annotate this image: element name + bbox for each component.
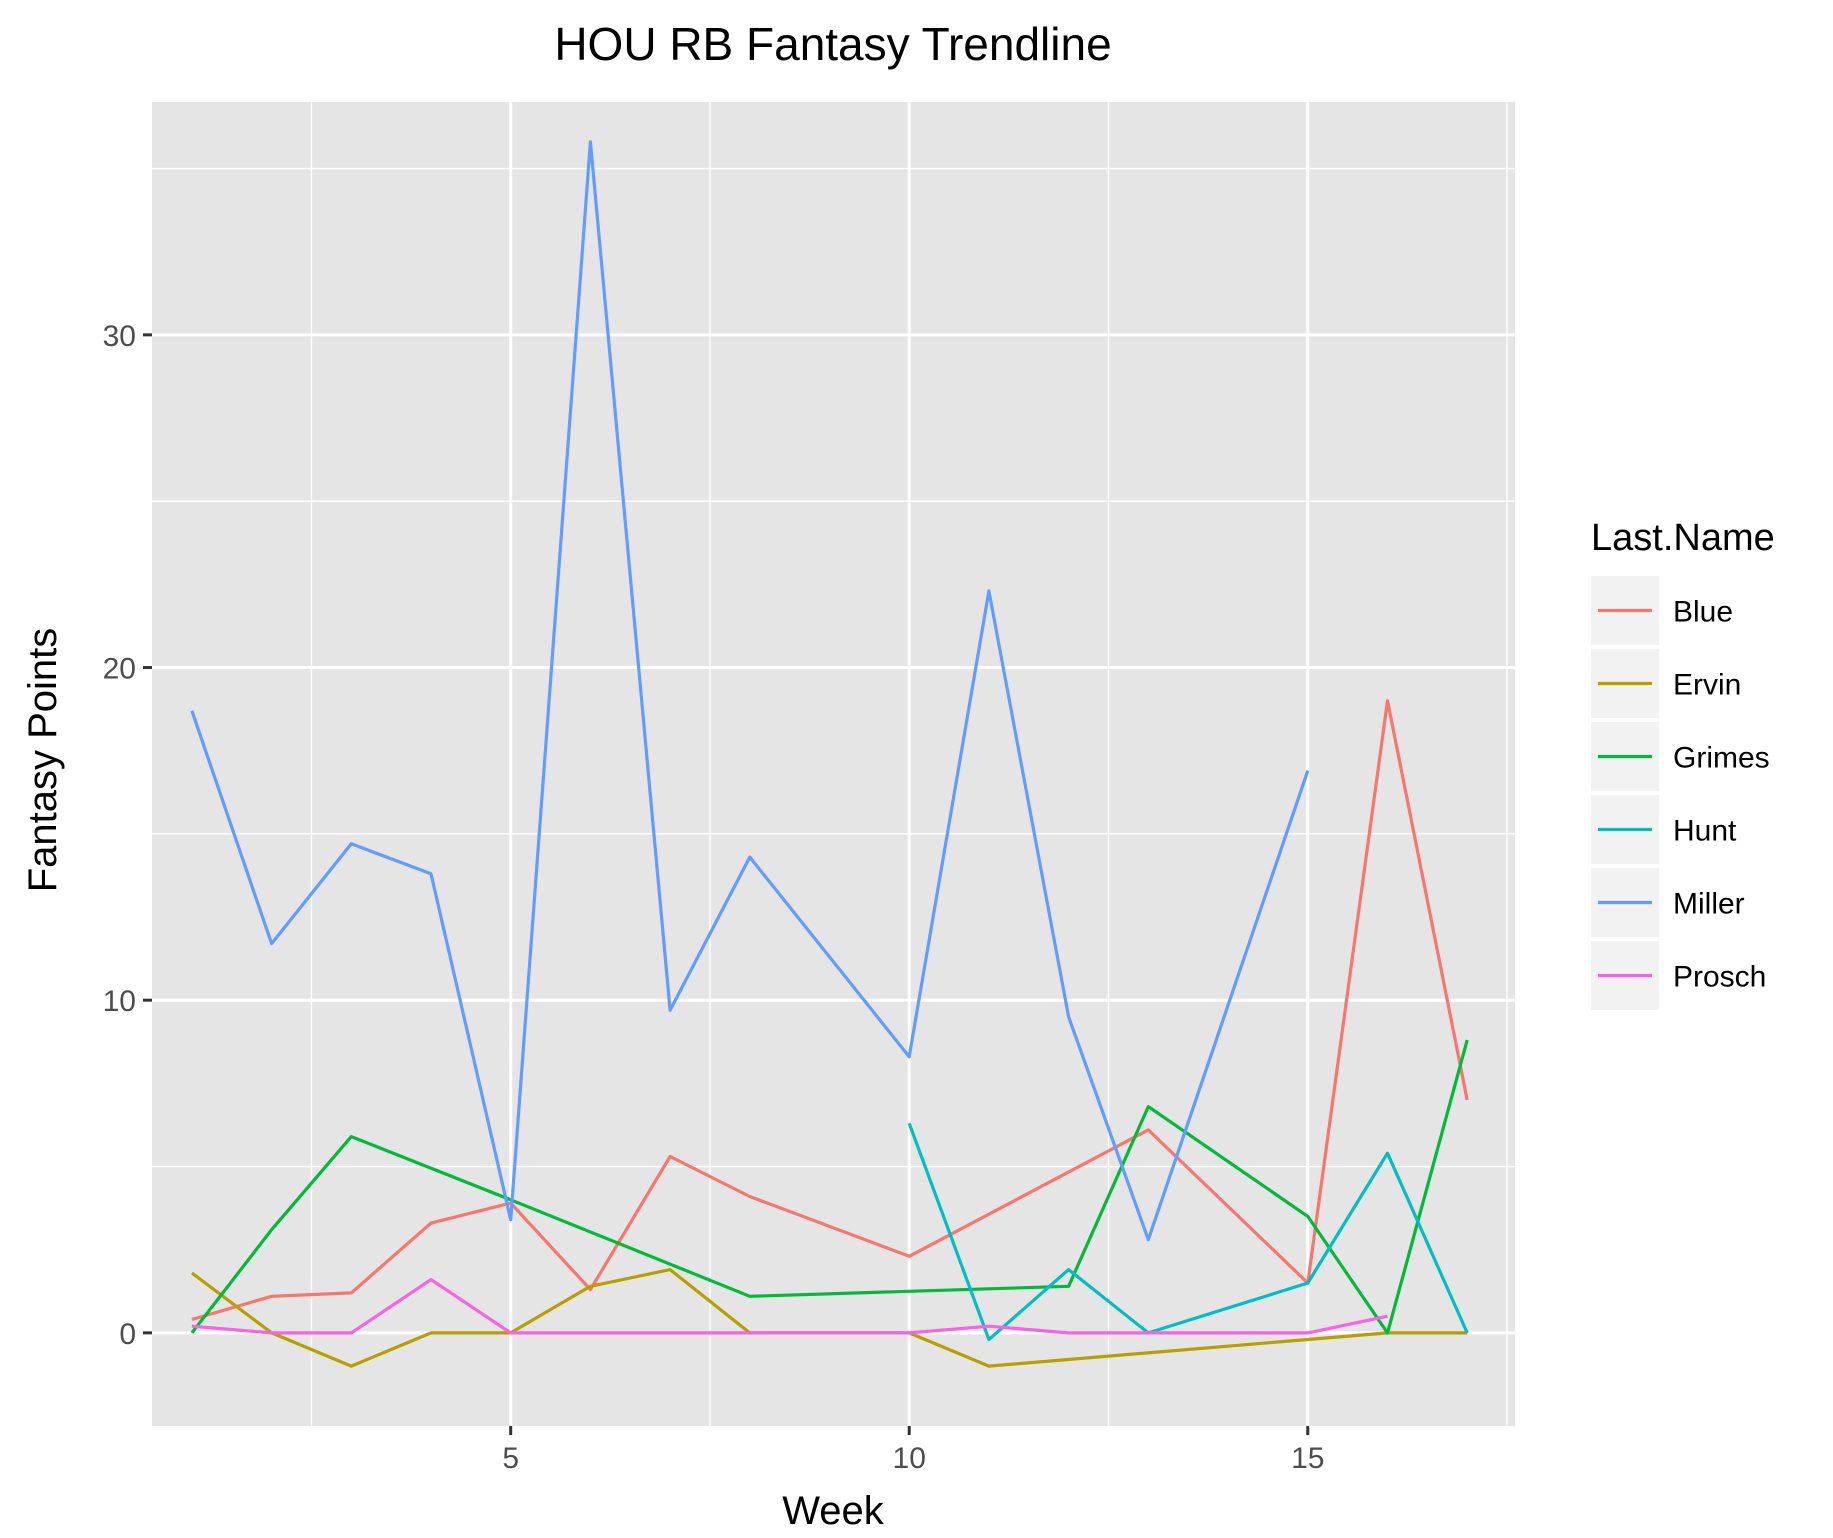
y-tick-label: 0 bbox=[119, 1318, 136, 1351]
series-layer bbox=[190, 140, 1469, 1368]
legend-title: Last.Name bbox=[1591, 517, 1775, 559]
legend: Last.Name Blue Ervin Grimes Hunt Miller Prosc… bbox=[1591, 517, 1775, 1010]
x-tick-label: 5 bbox=[502, 1442, 519, 1475]
legend-label-hunt: Hunt bbox=[1673, 815, 1737, 848]
legend-label-grimes: Grimes bbox=[1673, 742, 1770, 775]
legend-items: Blue Ervin Grimes Hunt Miller Prosch bbox=[1591, 576, 1770, 1010]
legend-label-blue: Blue bbox=[1673, 596, 1733, 629]
y-axis-title: Fantasy Points bbox=[21, 628, 65, 893]
series-line-prosch bbox=[191, 1278, 1388, 1335]
series-line-grimes bbox=[190, 1039, 1469, 1335]
x-tick-label: 15 bbox=[1291, 1442, 1324, 1475]
y-tick-label: 20 bbox=[103, 653, 136, 686]
x-axis-title: Week bbox=[782, 1489, 885, 1533]
axis-layer: 5 10 15 0 10 20 30 bbox=[103, 320, 1325, 1475]
legend-label-ervin: Ervin bbox=[1673, 669, 1741, 702]
y-tick-label: 10 bbox=[103, 985, 136, 1018]
y-tick-label: 30 bbox=[103, 320, 136, 353]
legend-label-miller: Miller bbox=[1673, 888, 1745, 921]
plot-panel bbox=[152, 102, 1515, 1426]
series-line-miller bbox=[190, 140, 1310, 1242]
x-tick-label: 10 bbox=[893, 1442, 926, 1475]
chart-title: HOU RB Fantasy Trendline bbox=[554, 18, 1111, 70]
legend-label-prosch: Prosch bbox=[1673, 961, 1766, 994]
grid-layer bbox=[152, 102, 1515, 1426]
series-line-ervin bbox=[190, 1268, 1468, 1368]
